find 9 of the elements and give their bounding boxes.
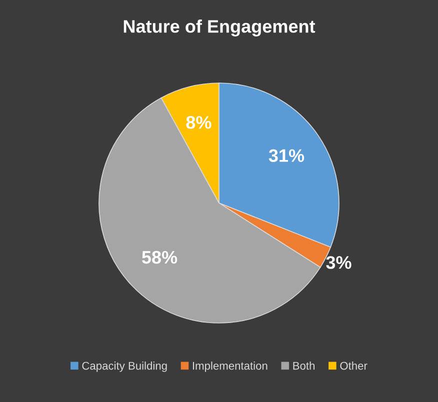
data-label: 3%	[326, 256, 352, 269]
data-label: 31%	[268, 149, 304, 162]
legend-label: Other	[340, 362, 368, 370]
legend-label: Both	[293, 362, 314, 370]
legend-label: Implementation	[192, 362, 268, 372]
chart-title: Nature of Engagement	[124, 20, 316, 36]
data-label: 8%	[186, 116, 212, 129]
data-label: 58%	[142, 250, 178, 264]
legend-label: Capacity Building	[82, 362, 167, 372]
